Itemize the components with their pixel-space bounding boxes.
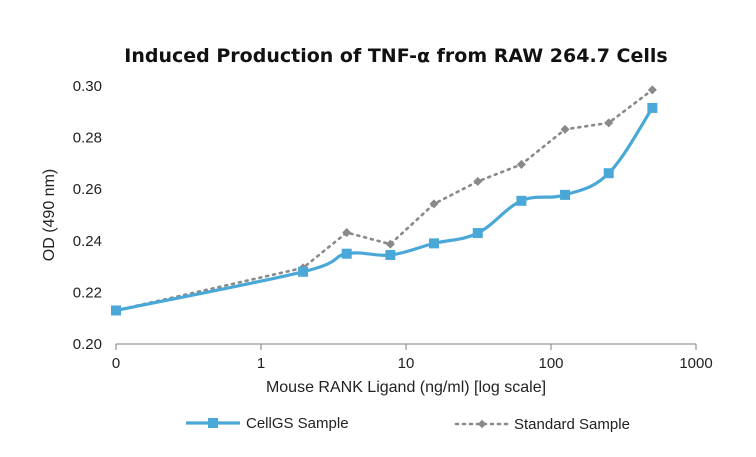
x-axis-label: Mouse RANK Ligand (ng/ml) [log scale] — [266, 379, 546, 396]
x-tick-label: 1 — [257, 355, 265, 372]
series-line — [114, 88, 654, 312]
data-point — [472, 228, 483, 239]
y-tick-labels: 0.20 0.22 0.24 0.26 0.28 0.30 — [73, 78, 102, 353]
data-point — [298, 266, 309, 277]
legend-item-cellgs-sample: CellGS Sample — [186, 415, 349, 432]
data-point — [385, 239, 395, 249]
series-cellgs-sample — [111, 102, 658, 316]
data-point — [516, 159, 526, 169]
y-tick-label: 0.20 — [73, 336, 102, 353]
data-point — [516, 195, 527, 206]
y-tick-label: 0.22 — [73, 284, 102, 301]
x-tick-label: 10 — [398, 355, 415, 372]
data-point — [342, 228, 352, 238]
legend: CellGS Sample Standard Sample — [186, 415, 630, 433]
legend-swatch-marker — [477, 419, 487, 429]
x-tick-labels: 0 1 10 100 1000 — [112, 344, 713, 372]
chart-title: Induced Production of TNF-α from RAW 264… — [124, 45, 667, 67]
data-point — [647, 85, 657, 95]
x-tick-label: 100 — [538, 355, 563, 372]
legend-label: CellGS Sample — [246, 415, 349, 432]
data-point — [111, 305, 121, 316]
y-tick-label: 0.26 — [73, 181, 102, 198]
data-point — [429, 199, 439, 209]
y-axis-label: OD (490 nm) — [41, 169, 58, 261]
series-layer — [111, 85, 658, 316]
data-point — [385, 249, 396, 260]
data-point — [473, 176, 483, 186]
x-tick-label: 1000 — [679, 355, 712, 372]
series-line — [115, 107, 654, 313]
data-point — [647, 102, 658, 113]
data-point — [603, 168, 614, 179]
legend-label: Standard Sample — [514, 416, 630, 433]
data-point — [429, 238, 440, 249]
legend-item-standard-sample: Standard Sample — [454, 416, 630, 433]
y-tick-label: 0.30 — [73, 78, 102, 95]
x-tick-label: 0 — [112, 355, 120, 372]
y-tick-label: 0.28 — [73, 130, 102, 147]
data-point — [560, 189, 571, 200]
y-tick-label: 0.24 — [73, 233, 102, 250]
legend-swatch-marker — [208, 418, 218, 428]
series-standard-sample — [111, 85, 657, 315]
data-point — [341, 248, 352, 259]
